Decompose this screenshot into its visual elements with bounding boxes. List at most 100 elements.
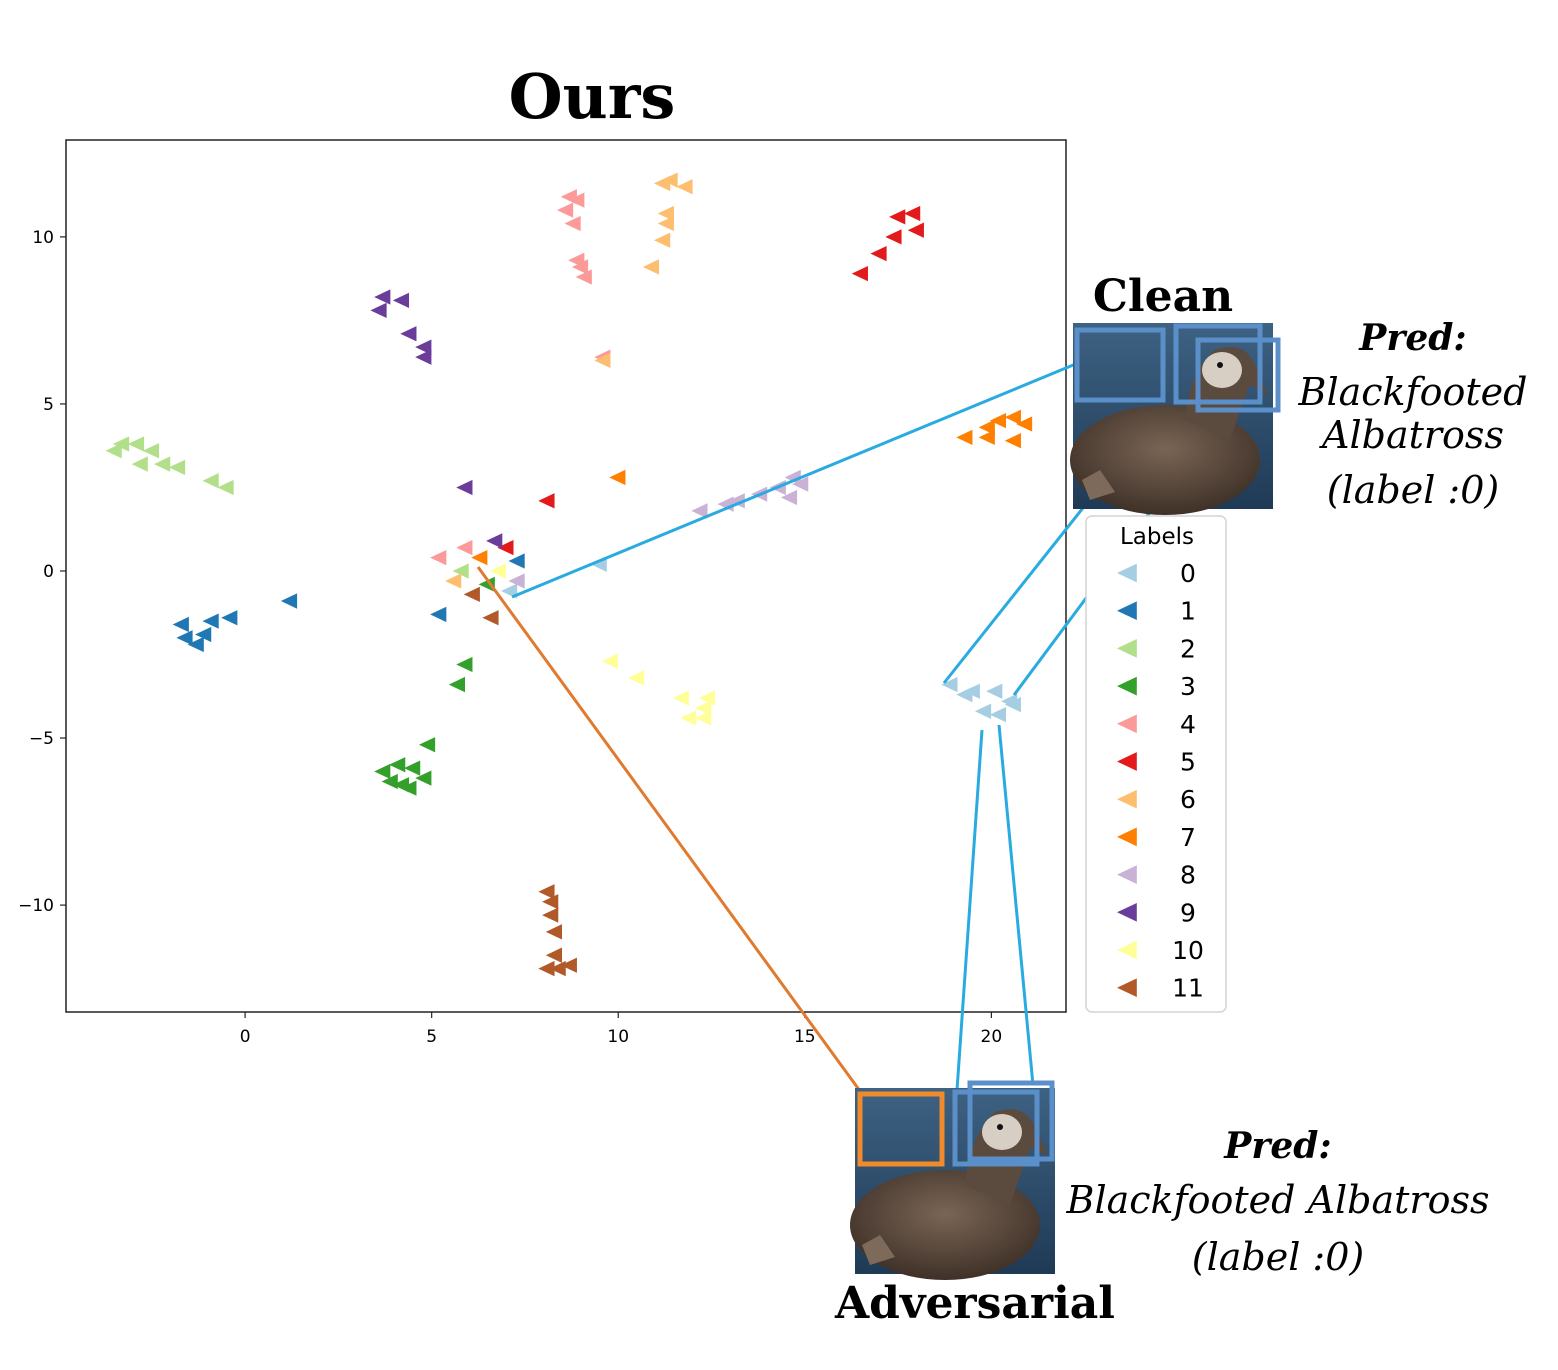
- legend-marker: [1117, 601, 1137, 621]
- data-point-label-11: [545, 924, 563, 940]
- legend-marker: [1117, 752, 1137, 771]
- data-point-label-6: [661, 172, 678, 188]
- data-point-label-0: [941, 676, 958, 693]
- data-point-label-1: [195, 626, 212, 643]
- data-point-label-2: [217, 479, 234, 496]
- data-point-label-4: [575, 269, 592, 285]
- data-point-label-11: [538, 960, 555, 977]
- data-point-label-8: [784, 469, 801, 486]
- data-point-label-2: [105, 443, 122, 459]
- legend-marker: [1117, 865, 1137, 884]
- data-point-label-11: [545, 947, 563, 963]
- data-point-label-3: [404, 760, 421, 776]
- data-point-label-2: [168, 459, 186, 476]
- data-point-label-3: [456, 656, 473, 673]
- legend-label: 1: [1180, 597, 1196, 626]
- data-point-label-10: [627, 670, 645, 686]
- data-point-label-7: [956, 429, 973, 445]
- adv-pred-line: Blackfooted Albatross: [1066, 1178, 1490, 1222]
- clean-caption: Clean: [1093, 271, 1233, 322]
- data-point-label-7: [978, 419, 995, 435]
- data-point-label-11: [560, 957, 577, 973]
- data-point-label-5: [538, 493, 555, 509]
- data-point-label-7: [609, 469, 626, 486]
- data-point-label-9: [415, 339, 432, 355]
- adv-pred-line: (label :0): [1192, 1235, 1364, 1279]
- legend-marker: [1117, 940, 1137, 960]
- x-axis: 0 5 10 15 20: [240, 1012, 1003, 1047]
- data-point-label-4: [557, 202, 574, 218]
- legend-marker: [1117, 676, 1137, 696]
- data-point-label-9: [400, 326, 417, 342]
- y-tick-label: −10: [18, 896, 54, 916]
- data-point-label-10: [680, 710, 697, 726]
- data-point-label-0: [956, 686, 973, 703]
- data-point-label-4: [571, 259, 589, 275]
- data-point-label-2: [127, 436, 145, 452]
- data-point-label-8: [691, 503, 708, 519]
- legend-label: 4: [1180, 710, 1196, 739]
- data-point-label-6: [642, 259, 660, 275]
- data-point-label-5: [889, 209, 906, 225]
- data-point-label-3: [374, 763, 391, 780]
- data-point-label-6: [676, 179, 693, 195]
- legend-label: 0: [1180, 559, 1196, 588]
- data-point-label-10: [672, 690, 689, 706]
- data-point-label-1: [187, 636, 204, 653]
- data-point-label-5: [907, 222, 924, 238]
- legend-label: 6: [1180, 785, 1196, 814]
- y-tick-label: 10: [32, 228, 54, 248]
- data-point-label-1: [430, 606, 447, 623]
- data-point-label-10: [601, 653, 618, 669]
- data-point-label-10: [695, 700, 712, 716]
- data-point-label-8: [508, 573, 525, 589]
- adv-link-line: [955, 729, 984, 1091]
- data-point-label-3: [448, 676, 465, 693]
- data-point-label-10: [695, 710, 712, 726]
- x-tick-label: 20: [981, 1027, 1003, 1047]
- legend-marker: [1117, 563, 1137, 583]
- legend-box: [1085, 515, 1227, 1013]
- data-point-label-6: [657, 215, 674, 232]
- data-point-label-0: [986, 683, 1003, 699]
- y-tick-label: 0: [43, 562, 54, 582]
- y-tick-label: −5: [29, 729, 54, 749]
- data-point-label-0: [1004, 696, 1021, 713]
- connector-lines: [476, 361, 1228, 1092]
- data-point-label-9: [486, 533, 503, 549]
- data-point-label-4: [430, 549, 447, 566]
- data-point-label-5: [885, 229, 902, 245]
- legend-marker: [1117, 789, 1137, 809]
- data-point-label-7: [471, 549, 488, 566]
- x-tick-label: 0: [240, 1027, 251, 1047]
- data-point-label-7: [989, 412, 1007, 429]
- y-tick-label: 5: [43, 395, 54, 415]
- data-point-label-0: [501, 583, 518, 599]
- data-point-label-3: [400, 780, 417, 796]
- data-point-label-1: [221, 610, 238, 626]
- legend-marker: [1117, 714, 1137, 734]
- legend-title: Labels: [1120, 524, 1194, 550]
- data-point-label-9: [456, 479, 473, 496]
- data-point-label-7: [978, 429, 995, 445]
- data-point-label-5: [870, 245, 887, 262]
- legend-label: 10: [1172, 936, 1204, 965]
- chart-title: Ours: [509, 60, 676, 133]
- data-point-label-11: [542, 907, 559, 923]
- data-point-label-7: [1004, 409, 1021, 425]
- data-point-label-6: [654, 232, 671, 248]
- x-tick-label: 10: [607, 1027, 629, 1047]
- data-point-label-9: [370, 302, 387, 319]
- data-point-label-2: [202, 473, 219, 489]
- data-point-label-2: [452, 563, 469, 579]
- data-point-label-1: [202, 613, 219, 629]
- legend-label: 8: [1180, 861, 1196, 890]
- data-point-label-1: [172, 616, 189, 633]
- data-point-label-5: [851, 265, 868, 282]
- legend-marker: [1117, 978, 1137, 998]
- data-point-label-6: [594, 352, 611, 369]
- data-point-label-2: [131, 456, 148, 472]
- data-point-label-8: [780, 489, 798, 506]
- legend-marker: [1117, 639, 1137, 658]
